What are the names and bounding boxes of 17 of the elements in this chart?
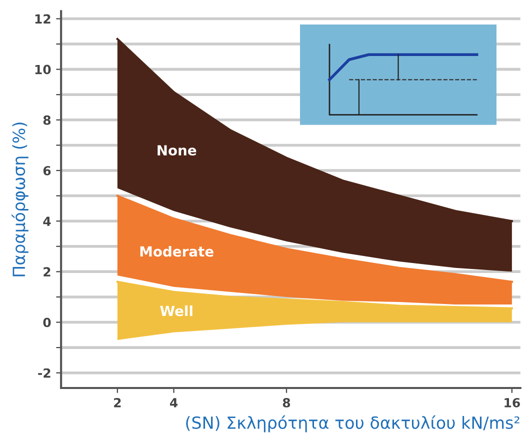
series-label: Moderate [140,246,214,257]
x-tick-label: 8 [282,398,290,408]
y-tick-label: 12 [35,14,50,24]
x-tick-label: 4 [170,398,178,408]
x-axis-title: (SN) Σκληρότητα του δακτυλίου kN/ms² [186,415,520,432]
y-tick-label: 0 [43,318,51,328]
y-tick-label: 8 [43,115,51,125]
y-tick-label: 6 [43,166,51,176]
y-tick-label: 10 [35,64,51,74]
y-axis-title: Παραμόρφωση (%) [12,122,28,276]
y-tick-label: -2 [38,368,50,378]
y-tick-label: 4 [43,216,51,226]
text: None [158,145,196,156]
series-label: Well [160,305,192,316]
x-tick-label: 16 [504,398,520,408]
y-tick-label: 2 [44,267,50,276]
x-tick-label: 2 [114,398,121,408]
